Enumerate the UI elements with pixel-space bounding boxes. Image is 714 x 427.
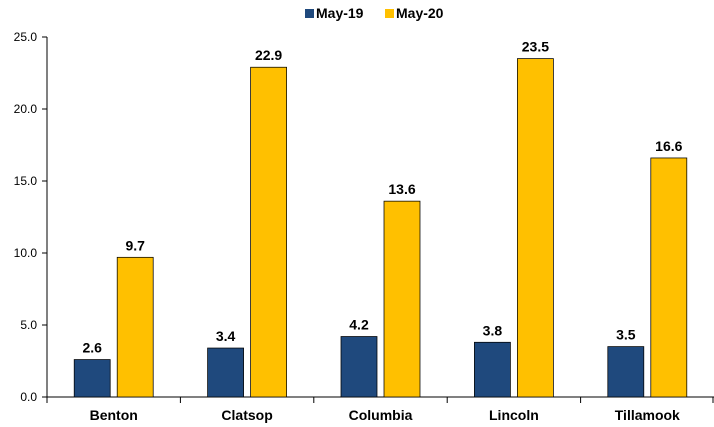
bar-tillamook-may-19 xyxy=(607,346,645,398)
data-label-tillamook-may-19: 3.5 xyxy=(616,327,636,343)
bar-benton-may-20 xyxy=(116,256,154,398)
y-tick-label: 15.0 xyxy=(14,174,38,188)
y-tick-label: 0.0 xyxy=(20,390,37,404)
bar-tillamook-may-20 xyxy=(650,157,688,398)
bar-columbia-may-19 xyxy=(340,336,378,398)
data-label-columbia-may-20: 13.6 xyxy=(388,181,415,197)
y-tick-label: 5.0 xyxy=(20,318,37,332)
y-tick-label: 10.0 xyxy=(14,246,38,260)
y-tick-label: 20.0 xyxy=(14,102,38,116)
data-label-tillamook-may-20: 16.6 xyxy=(655,138,682,154)
bar-lincoln-may-20 xyxy=(517,58,554,398)
legend-label-may-19: May-19 xyxy=(316,5,364,21)
x-category-label-tillamook: Tillamook xyxy=(615,407,680,423)
data-label-benton-may-19: 2.6 xyxy=(82,340,102,356)
data-label-columbia-may-19: 4.2 xyxy=(349,317,369,333)
x-category-label-clatsop: Clatsop xyxy=(221,407,272,423)
bar-columbia-may-20 xyxy=(383,200,421,398)
y-tick-label: 25.0 xyxy=(14,30,38,44)
legend: May-19 May-20 xyxy=(305,5,444,21)
data-label-clatsop-may-20: 22.9 xyxy=(255,47,282,63)
legend-swatch-may-20 xyxy=(385,9,394,18)
x-category-label-columbia: Columbia xyxy=(349,407,413,423)
x-category-label-lincoln: Lincoln xyxy=(489,407,539,423)
data-label-clatsop-may-19: 3.4 xyxy=(216,328,236,344)
bar-clatsop-may-19 xyxy=(207,347,244,398)
bar-benton-may-19 xyxy=(73,359,111,398)
x-axis: Benton Clatsop Columbia Lincoln Tillamook xyxy=(46,396,714,423)
bar-clatsop-may-20 xyxy=(250,66,287,398)
y-axis: 0.0 5.0 10.0 15.0 20.0 25.0 xyxy=(14,30,48,404)
data-label-lincoln-may-20: 23.5 xyxy=(522,39,549,55)
bar-lincoln-may-19 xyxy=(474,341,511,398)
legend-label-may-20: May-20 xyxy=(396,5,444,21)
data-label-lincoln-may-19: 3.8 xyxy=(483,322,503,338)
bars-group xyxy=(73,58,688,398)
data-label-benton-may-20: 9.7 xyxy=(125,237,145,253)
value-labels-group: 2.6 9.7 3.4 22.9 4.2 13.6 3.8 23.5 3.5 16.6 xyxy=(82,39,682,356)
x-category-label-benton: Benton xyxy=(90,407,138,423)
legend-swatch-may-19 xyxy=(305,9,314,18)
